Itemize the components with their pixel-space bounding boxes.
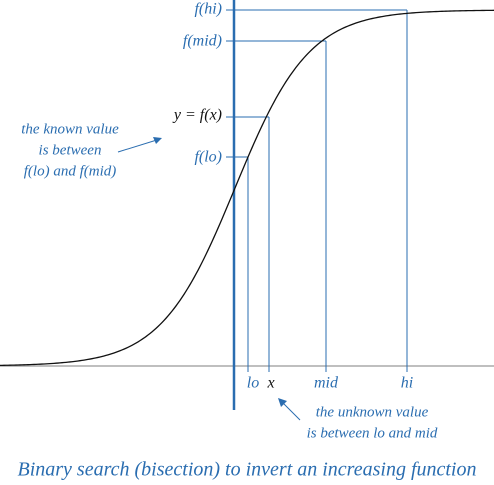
unknown-note: is between lo and mid bbox=[307, 425, 438, 441]
label-lo: lo bbox=[247, 375, 259, 392]
label-mid: mid bbox=[314, 375, 339, 392]
label-f-mid: f(mid) bbox=[183, 33, 222, 50]
guide-lines bbox=[226, 9, 408, 372]
label-x: x bbox=[266, 375, 274, 392]
label-y-eq: y = f(x) bbox=[172, 107, 222, 124]
caption: Binary search (bisection) to invert an i… bbox=[18, 459, 477, 481]
label-f-lo: f(lo) bbox=[194, 149, 222, 166]
label-f-hi: f(hi) bbox=[194, 1, 222, 18]
known-note: the known value bbox=[21, 121, 119, 137]
unknown-note: the unknown value bbox=[316, 404, 429, 420]
function-curve bbox=[0, 9, 494, 367]
known-note: f(lo) and f(mid) bbox=[24, 163, 116, 179]
arrows bbox=[117, 137, 301, 421]
known-note: is between bbox=[39, 142, 102, 158]
label-hi: hi bbox=[401, 375, 413, 392]
